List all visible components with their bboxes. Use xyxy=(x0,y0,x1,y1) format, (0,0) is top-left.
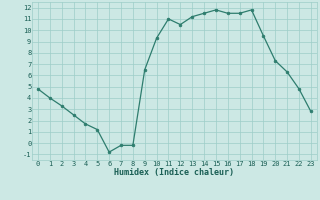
X-axis label: Humidex (Indice chaleur): Humidex (Indice chaleur) xyxy=(115,168,234,177)
